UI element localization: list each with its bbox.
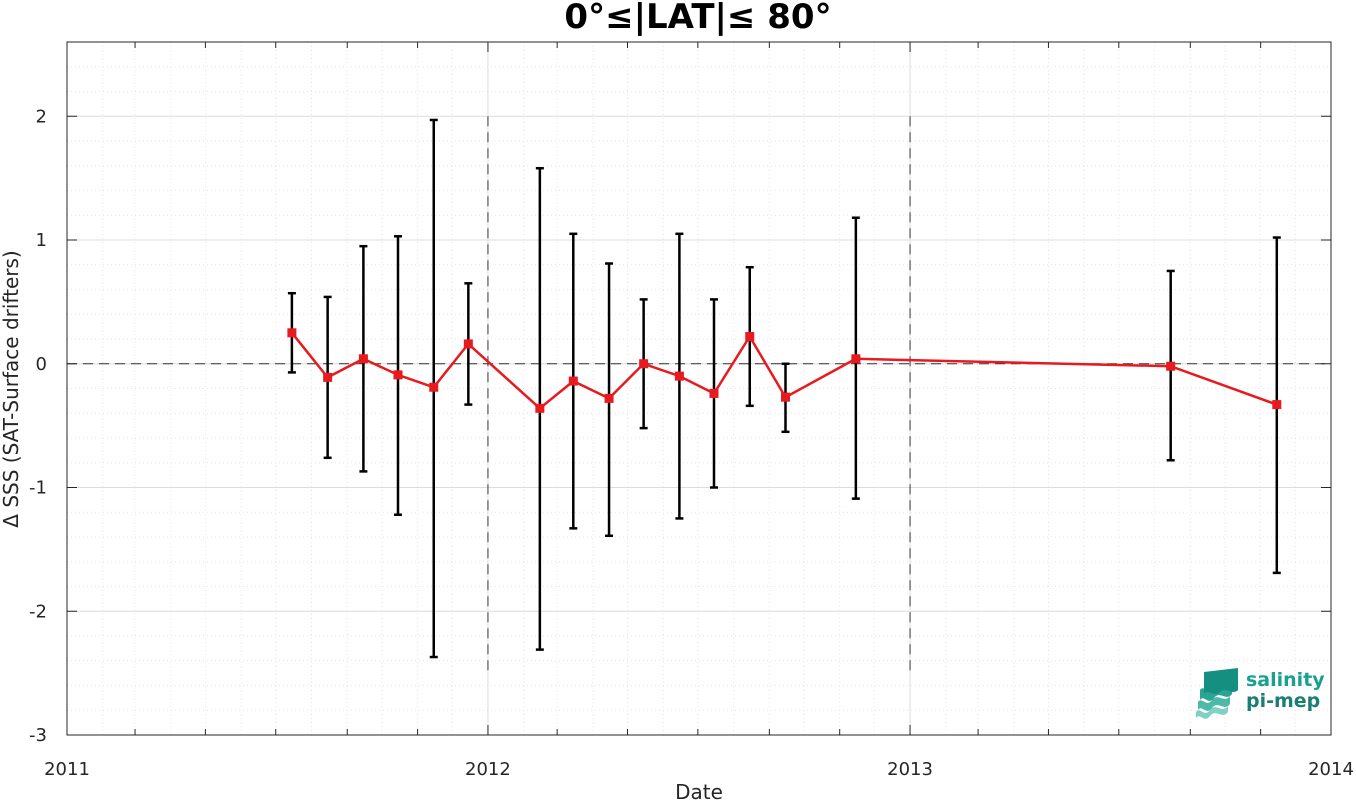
- y-tick-label: -3: [29, 725, 47, 746]
- x-axis: 2011 2012 2013 2014: [44, 42, 1354, 780]
- data-point-marker: [674, 371, 684, 381]
- y-tick-label: 2: [36, 106, 47, 127]
- x-tick-label: 2013: [887, 759, 933, 780]
- data-points: [287, 328, 1282, 413]
- logo-line2: pi-mep: [1246, 690, 1320, 712]
- x-axis-label: Date: [675, 780, 723, 801]
- data-point-marker: [568, 376, 578, 386]
- x-tick-label: 2012: [465, 759, 511, 780]
- x-tick-label: 2014: [1308, 759, 1354, 780]
- y-tick-label: 1: [36, 230, 47, 251]
- data-point-marker: [639, 359, 649, 369]
- data-point-marker: [323, 372, 333, 382]
- logo-line1: salinity: [1246, 669, 1325, 691]
- plot-frame: [66, 41, 1332, 736]
- wave-logo-icon: [1196, 668, 1238, 719]
- y-tick-label: -2: [29, 601, 47, 622]
- data-point-marker: [709, 388, 719, 398]
- data-point-marker: [535, 403, 545, 413]
- y-tick-label: -1: [29, 478, 47, 499]
- y-axis-label: Δ SSS (SAT-Surface drifters): [0, 250, 23, 527]
- salinity-pi-mep-logo: salinity pi-mep: [1196, 668, 1325, 719]
- data-point-marker: [358, 354, 368, 364]
- chart-title: 0°≤|LAT|≤ 80°: [564, 0, 831, 37]
- data-point-marker: [1272, 400, 1282, 410]
- data-point-marker: [429, 382, 439, 392]
- data-point-marker: [604, 393, 614, 403]
- data-point-marker: [745, 332, 755, 342]
- y-axis: -3 -2 -1 0 1 2: [29, 106, 1331, 746]
- data-point-marker: [287, 328, 297, 338]
- x-tick-label: 2011: [44, 759, 90, 780]
- data-point-marker: [780, 392, 790, 402]
- y-tick-label: 0: [36, 354, 47, 375]
- reference-lines: [67, 116, 1331, 674]
- data-point-marker: [463, 339, 473, 349]
- data-point-marker: [1166, 361, 1176, 371]
- grid: [66, 41, 1331, 736]
- data-point-marker: [851, 354, 861, 364]
- data-point-marker: [393, 370, 403, 380]
